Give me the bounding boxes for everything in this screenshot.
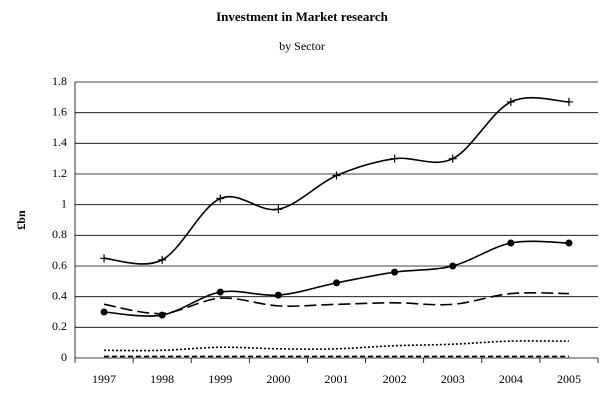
y-tick-label: 1.2 [52,166,67,180]
marker [158,255,167,264]
y-tick-label: 1.6 [52,104,67,118]
marker [100,308,108,316]
marker [274,291,282,299]
y-tick-label: 0.6 [52,258,67,272]
series-line [103,96,569,265]
y-tick-label: 0.4 [52,288,67,302]
x-tick-label: 1999 [208,372,232,386]
x-tick-label: 2005 [557,372,581,386]
y-tick-label: 0.2 [52,319,67,333]
x-tick-label: 2000 [266,372,290,386]
y-tick-label: 0 [61,350,67,364]
marker [333,279,340,287]
chart-title: Investment in Market research [216,9,389,24]
marker [390,154,399,163]
marker [449,262,457,270]
y-tick-label: 1.8 [52,74,67,88]
series-line [104,340,569,352]
chart-subtitle: by Sector [279,39,325,53]
x-tick-label: 2002 [383,372,407,386]
marker [565,239,573,247]
marker [506,97,515,106]
marker [332,171,341,180]
marker [507,239,515,247]
y-axis-label: £bn [14,210,28,230]
marker [216,288,224,296]
x-tick-label: 2004 [499,372,523,386]
x-tick-label: 2001 [325,372,349,386]
x-tick-label: 1997 [92,372,116,386]
series-line [103,292,569,315]
marker [391,268,399,276]
y-tick-label: 1 [61,196,67,210]
marker [448,154,457,163]
y-tick-label: 0.8 [52,227,67,241]
series-line [104,240,569,317]
marker [100,254,109,263]
marker [274,205,283,214]
x-tick-label: 2003 [441,372,465,386]
x-tick-label: 1998 [150,372,174,386]
marker [564,97,573,106]
marker [216,194,225,203]
y-tick-label: 1.4 [52,135,67,149]
